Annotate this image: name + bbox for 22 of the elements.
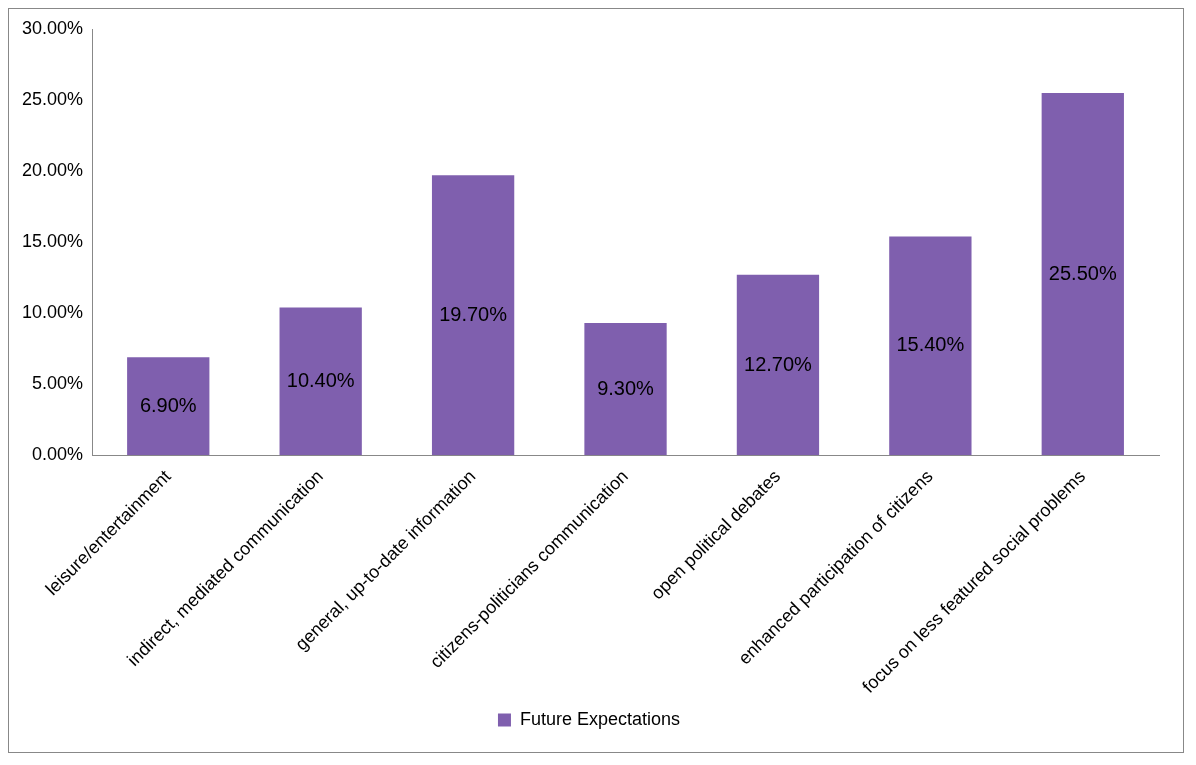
data-label: 12.70% [744, 352, 813, 375]
data-label: 9.30% [597, 376, 655, 399]
data-label: 15.40% [896, 333, 965, 356]
bar [1041, 92, 1124, 456]
y-tick-label: 15.00% [21, 231, 84, 252]
y-tick-label: 30.00% [21, 17, 84, 38]
bar [736, 274, 820, 456]
data-label: 10.40% [286, 368, 355, 391]
y-tick-label: 0.00% [32, 444, 84, 465]
data-label: 25.50% [1048, 261, 1117, 284]
data-label: 6.90% [139, 393, 197, 416]
bar [127, 357, 210, 456]
bar [431, 175, 515, 456]
y-tick-label: 10.00% [21, 302, 84, 323]
y-tick-label: 5.00% [32, 373, 84, 394]
bar [584, 323, 667, 456]
y-tick-label: 25.00% [21, 89, 84, 110]
y-tick-label: 20.00% [21, 160, 84, 181]
legend-label: Future Expectations [519, 708, 681, 729]
bar [889, 236, 972, 456]
data-label: 19.70% [439, 302, 508, 325]
bar [279, 307, 362, 456]
